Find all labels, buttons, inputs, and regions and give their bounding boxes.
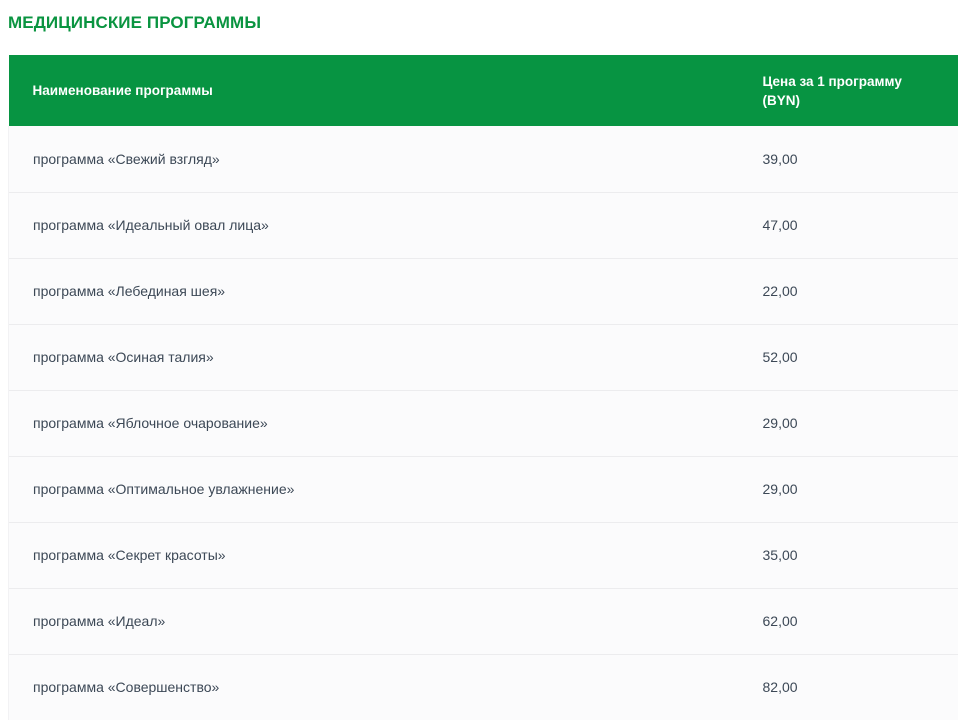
page-title: МЕДИЦИНСКИЕ ПРОГРАММЫ	[8, 13, 262, 32]
price-table-container: Наименование программы Цена за 1 програм…	[8, 55, 958, 720]
cell-program-price: 22,00	[739, 257, 958, 324]
table-row: программа «Совершенство» 82,00	[8, 653, 958, 720]
table-row: программа «Яблочное очарование» 29,00	[8, 389, 958, 456]
table-body: программа «Свежий взгляд» 39,00 программа …	[8, 126, 958, 720]
cell-program-name: программа «Осиная талия»	[8, 323, 740, 390]
table-header-row: Наименование программы Цена за 1 програм…	[8, 55, 958, 126]
cell-program-name: программа «Лебединая шея»	[8, 257, 740, 324]
cell-program-price: 39,00	[739, 126, 958, 192]
table-row: программа «Свежий взгляд» 39,00	[8, 126, 958, 192]
cell-program-price: 47,00	[739, 191, 958, 258]
table-row: программа «Идеальный овал лица» 47,00	[8, 191, 958, 258]
cell-program-name: программа «Секрет красоты»	[8, 521, 740, 588]
table-header: Наименование программы Цена за 1 програм…	[8, 55, 958, 126]
table-row: программа «Лебединая шея» 22,00	[8, 257, 958, 324]
column-header-price: Цена за 1 программу (BYN)	[739, 55, 958, 126]
column-header-program-name: Наименование программы	[8, 55, 740, 126]
cell-program-name: программа «Свежий взгляд»	[8, 126, 740, 192]
cell-program-name: программа «Совершенство»	[8, 653, 740, 720]
cell-program-name: программа «Идеал»	[8, 587, 740, 654]
table-row: программа «Осиная талия» 52,00	[8, 323, 958, 390]
cell-program-price: 29,00	[739, 389, 958, 456]
cell-program-name: программа «Идеальный овал лица»	[8, 191, 740, 258]
cell-program-price: 52,00	[739, 323, 958, 390]
cell-program-price: 35,00	[739, 521, 958, 588]
table-row: программа «Оптимальное увлажнение» 29,00	[8, 455, 958, 522]
cell-program-name: программа «Яблочное очарование»	[8, 389, 740, 456]
cell-program-price: 29,00	[739, 455, 958, 522]
cell-program-price: 62,00	[739, 587, 958, 654]
column-header-price-line2: (BYN)	[762, 92, 801, 108]
table-row: программа «Идеал» 62,00	[8, 587, 958, 654]
cell-program-name: программа «Оптимальное увлажнение»	[8, 455, 740, 522]
medical-programs-price-table: Наименование программы Цена за 1 програм…	[8, 55, 958, 720]
table-row: программа «Секрет красоты» 35,00	[8, 521, 958, 588]
cell-program-price: 82,00	[739, 653, 958, 720]
column-header-price-line1: Цена за 1 программу	[762, 73, 902, 89]
